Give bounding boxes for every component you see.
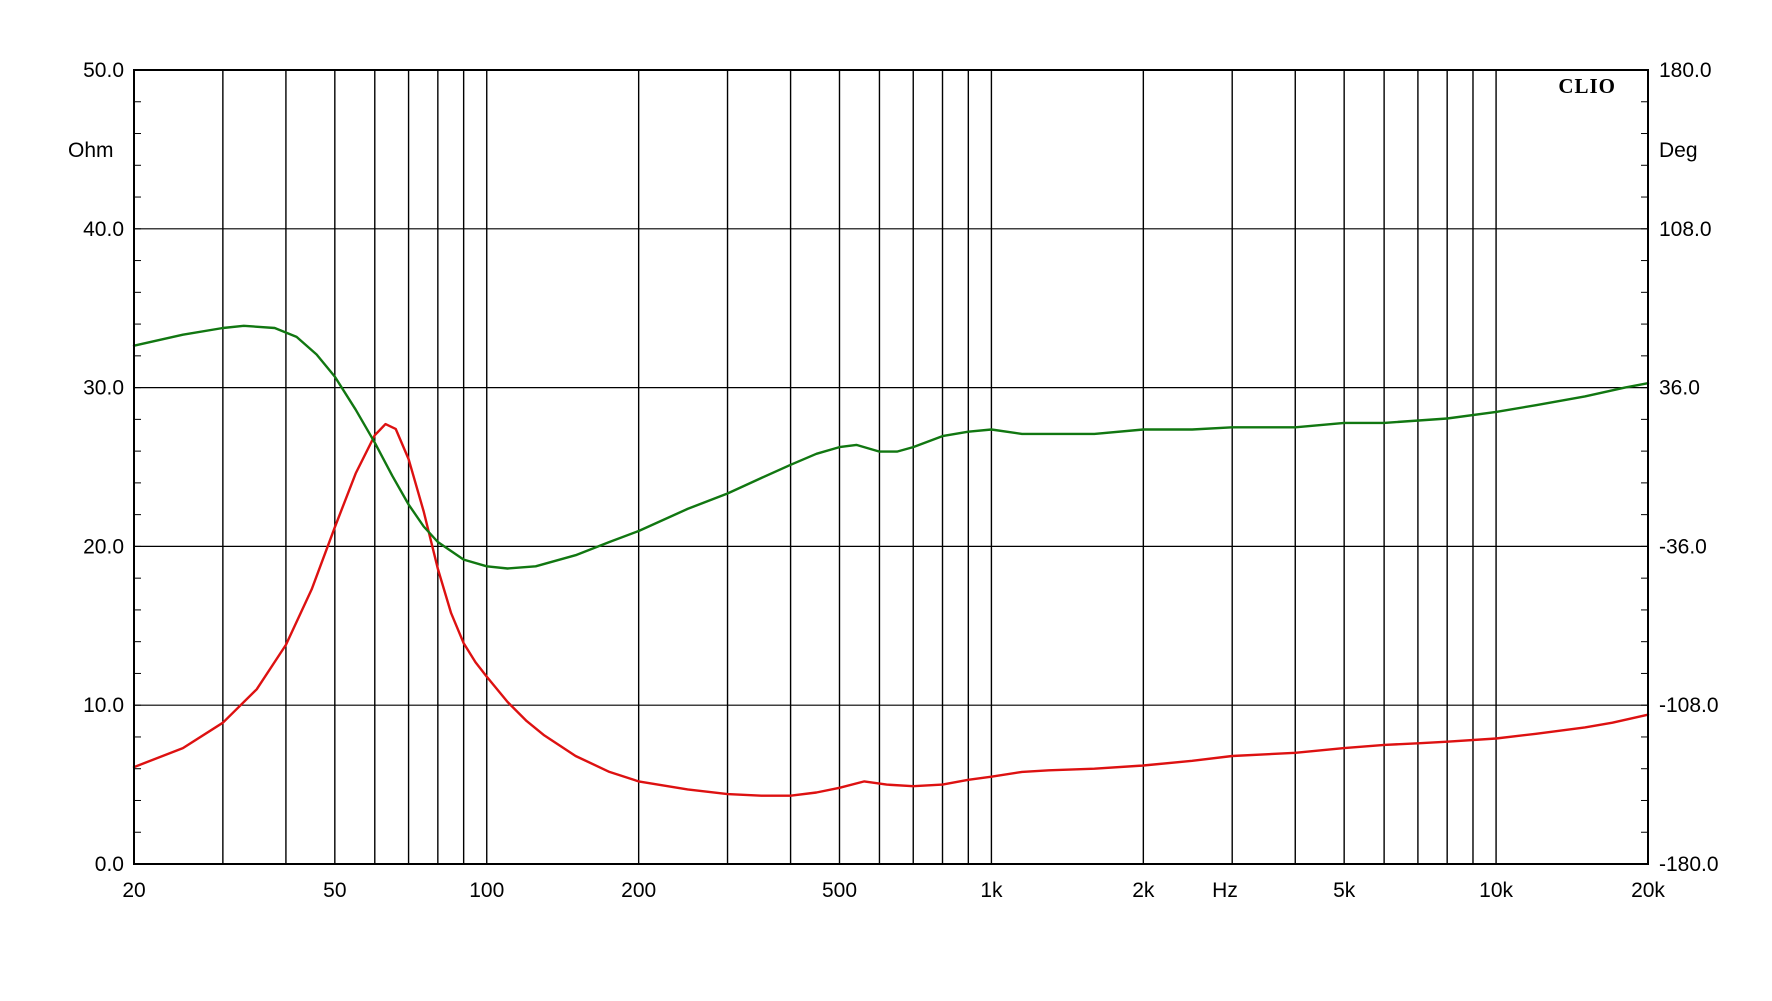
y-left-tick-label: 20.0 — [83, 535, 124, 558]
y-right-tick-label: -36.0 — [1659, 535, 1707, 558]
x-tick-label: 10k — [1479, 879, 1513, 902]
y-left-tick-label: 30.0 — [83, 377, 124, 400]
x-tick-label: 100 — [469, 879, 504, 902]
x-axis-label: Hz — [1212, 879, 1238, 902]
y-left-tick-labels: 0.0 10.0 20.0 30.0 40.0 50.0 — [83, 59, 124, 876]
x-tick-label: 20 — [122, 879, 145, 902]
y-left-tick-label: 10.0 — [83, 694, 124, 717]
y-right-tick-label: 108.0 — [1659, 218, 1712, 241]
y-right-tick-label: -108.0 — [1659, 694, 1719, 717]
grid — [134, 70, 1648, 864]
y-right-axis-label: Deg — [1659, 139, 1698, 162]
x-tick-label: 500 — [822, 879, 857, 902]
x-tick-label: 1k — [980, 879, 1003, 902]
y-right-tick-label: -180.0 — [1659, 853, 1719, 876]
x-tick-label: 50 — [323, 879, 346, 902]
x-tick-label: 20k — [1631, 879, 1665, 902]
plot-frame — [133, 69, 1649, 865]
y-left-tick-label: 40.0 — [83, 218, 124, 241]
y-left-tick-label: 0.0 — [95, 853, 124, 876]
x-tick-labels: 20 50 100 200 500 1k 2k 5k 10k 20k — [122, 879, 1665, 902]
clio-brand-logo: CLIO — [1558, 74, 1616, 98]
y-right-tick-label: 180.0 — [1659, 59, 1712, 82]
plot-background — [134, 70, 1648, 864]
phase-series-line — [132, 324, 1650, 570]
y-left-axis-label: Ohm — [68, 139, 114, 162]
impedance-series-line — [132, 422, 1650, 797]
series-group — [132, 324, 1650, 797]
x-tick-label: 5k — [1333, 879, 1356, 902]
x-tick-label: 2k — [1132, 879, 1155, 902]
y-left-tick-label: 50.0 — [83, 59, 124, 82]
y-right-tick-labels: -180.0 -108.0 -36.0 36.0 108.0 180.0 — [1659, 59, 1719, 876]
x-tick-label: 200 — [621, 879, 656, 902]
y-right-tick-label: 36.0 — [1659, 377, 1700, 400]
